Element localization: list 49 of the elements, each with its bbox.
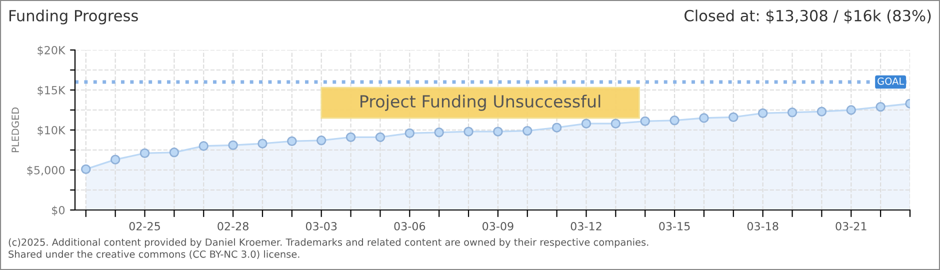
point bbox=[787, 108, 798, 118]
x-tick-label: 03-15 bbox=[659, 222, 690, 230]
y-axis-title: PLEDGED bbox=[12, 108, 19, 152]
point bbox=[375, 132, 386, 142]
x-tick-label: 03-03 bbox=[306, 222, 337, 230]
y-tick-label: $10K bbox=[38, 126, 66, 136]
point bbox=[552, 122, 562, 132]
point bbox=[140, 148, 150, 158]
point bbox=[404, 128, 415, 138]
point bbox=[346, 132, 356, 142]
y-tick-label: $0 bbox=[52, 206, 65, 216]
x-tick-label: 03-12 bbox=[570, 222, 602, 230]
chart-subtitle: Closed at: $13,308 / $16k (83%) bbox=[684, 10, 931, 24]
chart-title: Funding Progress bbox=[10, 10, 138, 24]
point bbox=[198, 141, 208, 151]
x-tick-label: 02-25 bbox=[129, 222, 160, 230]
point bbox=[728, 112, 738, 122]
annotation: Project Funding Unsuccessful bbox=[360, 94, 600, 111]
point bbox=[434, 128, 444, 138]
point bbox=[846, 105, 856, 115]
point bbox=[493, 126, 503, 136]
point bbox=[169, 148, 180, 158]
x-tick-label: 03-06 bbox=[394, 222, 426, 230]
point bbox=[640, 116, 650, 126]
text: (c)2025. Additional content provided by Daniel Kroemer. Trademarks and related content are owned by their respective companies. bbox=[8, 238, 648, 248]
point bbox=[110, 154, 120, 164]
x-tick-label: 03-09 bbox=[482, 222, 514, 230]
point bbox=[699, 113, 709, 123]
point bbox=[610, 118, 621, 128]
y-tick-label: $20K bbox=[38, 46, 66, 56]
point bbox=[522, 126, 532, 136]
x-tick-label: 03-18 bbox=[747, 222, 778, 230]
text: Shared under the creative commons (CC BY-NC 3.0) license. bbox=[8, 250, 300, 259]
x-tick-label: 03-21 bbox=[836, 222, 866, 230]
point bbox=[670, 116, 680, 126]
point bbox=[876, 102, 886, 112]
point bbox=[258, 138, 268, 148]
point bbox=[758, 108, 768, 118]
y-tick-label: $5,000 bbox=[27, 166, 65, 176]
point bbox=[464, 126, 474, 136]
point bbox=[816, 106, 827, 116]
point bbox=[287, 136, 297, 146]
point bbox=[228, 140, 238, 150]
ref-line-label: GOAL bbox=[878, 77, 904, 85]
point bbox=[81, 164, 91, 174]
point bbox=[581, 118, 592, 128]
y-tick-label: $15K bbox=[38, 86, 66, 96]
point bbox=[316, 136, 326, 146]
x-tick-label: 02-28 bbox=[218, 222, 248, 230]
